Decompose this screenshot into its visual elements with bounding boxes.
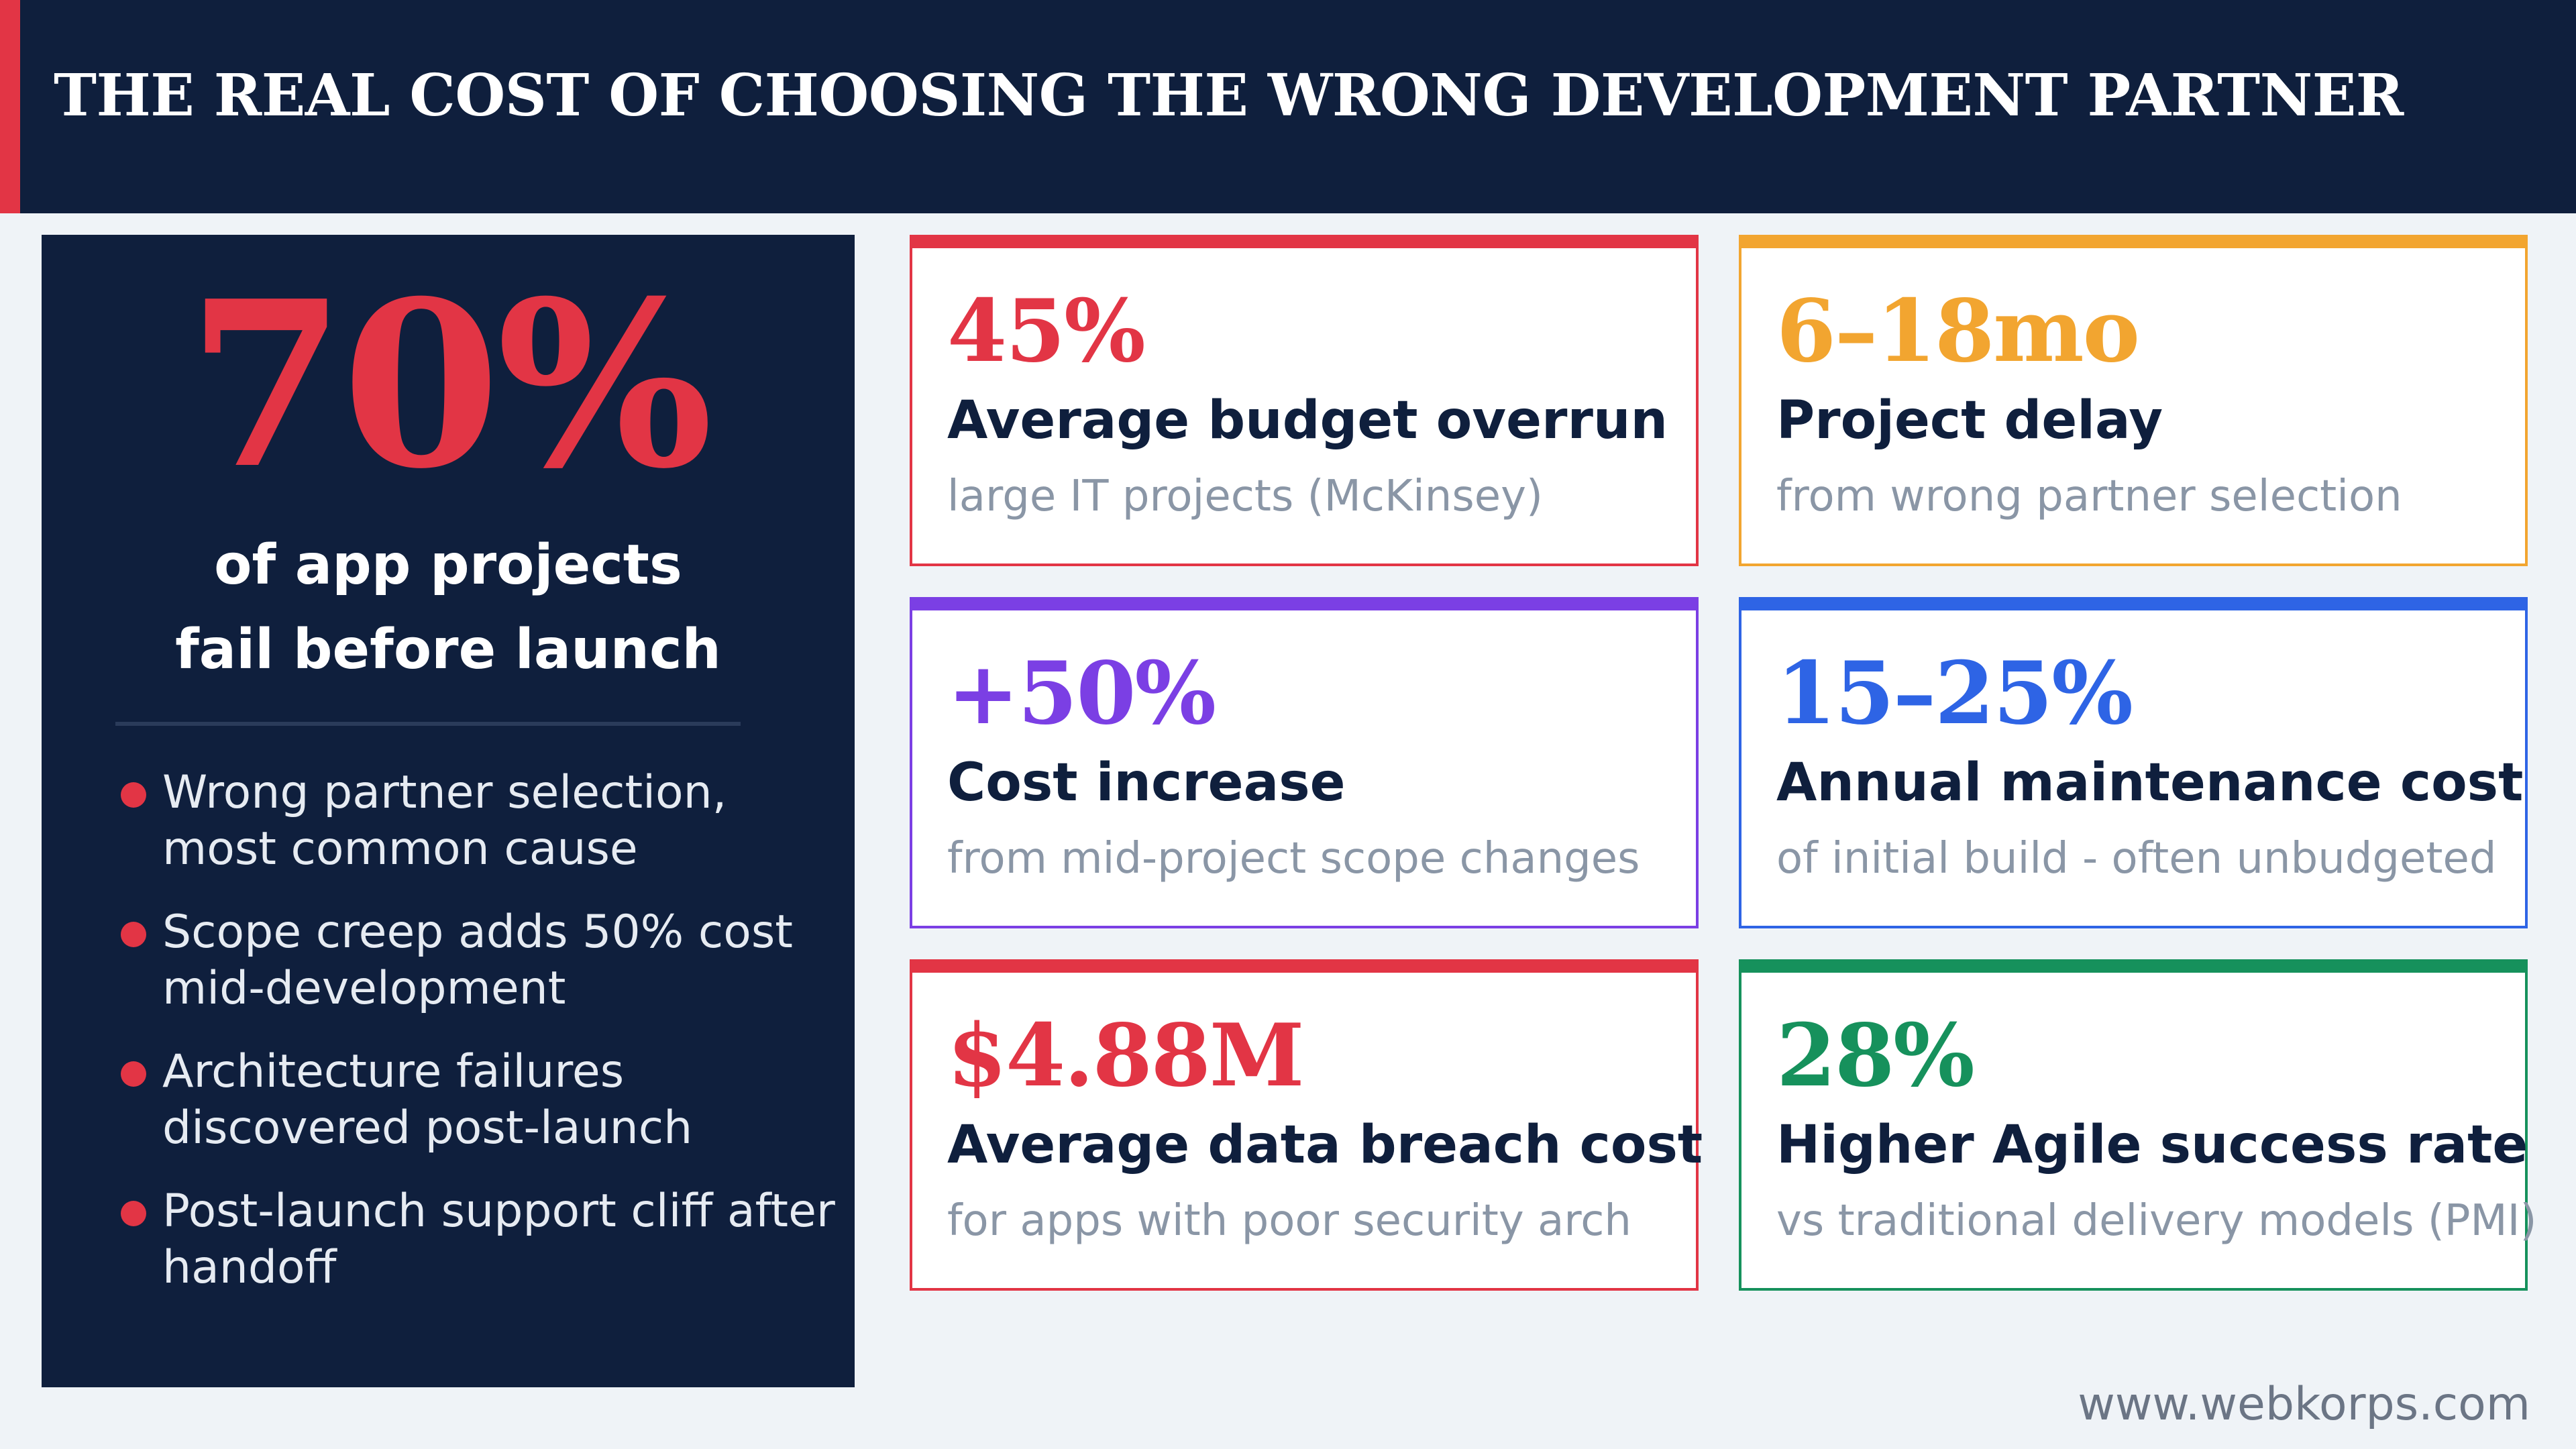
stat-card-title: Average budget overrun <box>947 390 1668 451</box>
page-title: THE REAL COST OF CHOOSING THE WRONG DEVE… <box>54 62 2404 129</box>
stat-card-agile-success: 28% Higher Agile success rate vs traditi… <box>1739 959 2536 1291</box>
cause-text: Post-launch support cliff after handoff <box>162 1185 835 1294</box>
bullet-dot-icon <box>121 1201 146 1226</box>
stat-card-value: 28% <box>1776 1006 1975 1106</box>
stat-card-title: Higher Agile success rate <box>1776 1115 2528 1175</box>
hero-divider <box>115 722 741 726</box>
stat-card-value: +50% <box>947 643 1216 744</box>
stat-card-title: Annual maintenance cost <box>1776 753 2524 813</box>
stat-card-cost-increase: +50% Cost increase from mid-project scop… <box>910 597 1699 928</box>
stat-card-title: Project delay <box>1776 390 2163 451</box>
hero-caption-line-2: fail before launch <box>175 618 721 682</box>
hero-stat: 70% <box>186 252 713 519</box>
stat-card-subtitle: vs traditional delivery models (PMI) <box>1776 1196 2537 1246</box>
footer-website-link[interactable]: www.webkorps.com <box>2078 1378 2530 1431</box>
bullet-dot-icon <box>121 782 146 808</box>
stat-card-value: $4.88M <box>947 1006 1304 1106</box>
cause-item: Scope creep adds 50% cost mid-developmen… <box>80 904 845 1017</box>
stat-card-title: Cost increase <box>947 753 1346 813</box>
cause-list: Wrong partner selection, most common cau… <box>80 765 845 1323</box>
header-accent-bar <box>0 0 20 213</box>
stat-card-title: Average data breach cost <box>947 1115 1703 1175</box>
stat-card-value: 6–18mo <box>1776 281 2140 382</box>
stat-card-budget-overrun: 45% Average budget overrun large IT proj… <box>910 235 1699 566</box>
bullet-dot-icon <box>121 1061 146 1087</box>
stat-card-subtitle: for apps with poor security arch <box>947 1196 1631 1246</box>
stat-card-maintenance-cost: 15–25% Annual maintenance cost of initia… <box>1739 597 2528 928</box>
stat-card-value: 15–25% <box>1776 643 2133 744</box>
stat-card-subtitle: large IT projects (McKinsey) <box>947 472 1543 521</box>
cause-item: Post-launch support cliff after handoff <box>80 1183 845 1296</box>
cause-text: Scope creep adds 50% cost mid-developmen… <box>162 906 793 1015</box>
hero-panel: 70% of app projects fail before launch W… <box>42 235 855 1387</box>
cause-item: Wrong partner selection, most common cau… <box>80 765 845 877</box>
cause-text: Wrong partner selection, most common cau… <box>162 766 727 875</box>
stat-card-subtitle: from wrong partner selection <box>1776 472 2402 521</box>
header-banner: THE REAL COST OF CHOOSING THE WRONG DEVE… <box>0 0 2576 213</box>
stat-card-project-delay: 6–18mo Project delay from wrong partner … <box>1739 235 2528 566</box>
cause-text: Architecture failures discovered post-la… <box>162 1045 693 1155</box>
cause-item: Architecture failures discovered post-la… <box>80 1044 845 1157</box>
bullet-dot-icon <box>121 922 146 947</box>
hero-caption-line-1: of app projects <box>214 533 682 597</box>
stat-card-subtitle: of initial build - often unbudgeted <box>1776 834 2497 883</box>
stat-card-data-breach: $4.88M Average data breach cost for apps… <box>910 959 1703 1291</box>
stat-card-value: 45% <box>947 281 1146 382</box>
stat-card-subtitle: from mid-project scope changes <box>947 834 1640 883</box>
hero-caption: of app projects fail before launch <box>42 523 855 692</box>
